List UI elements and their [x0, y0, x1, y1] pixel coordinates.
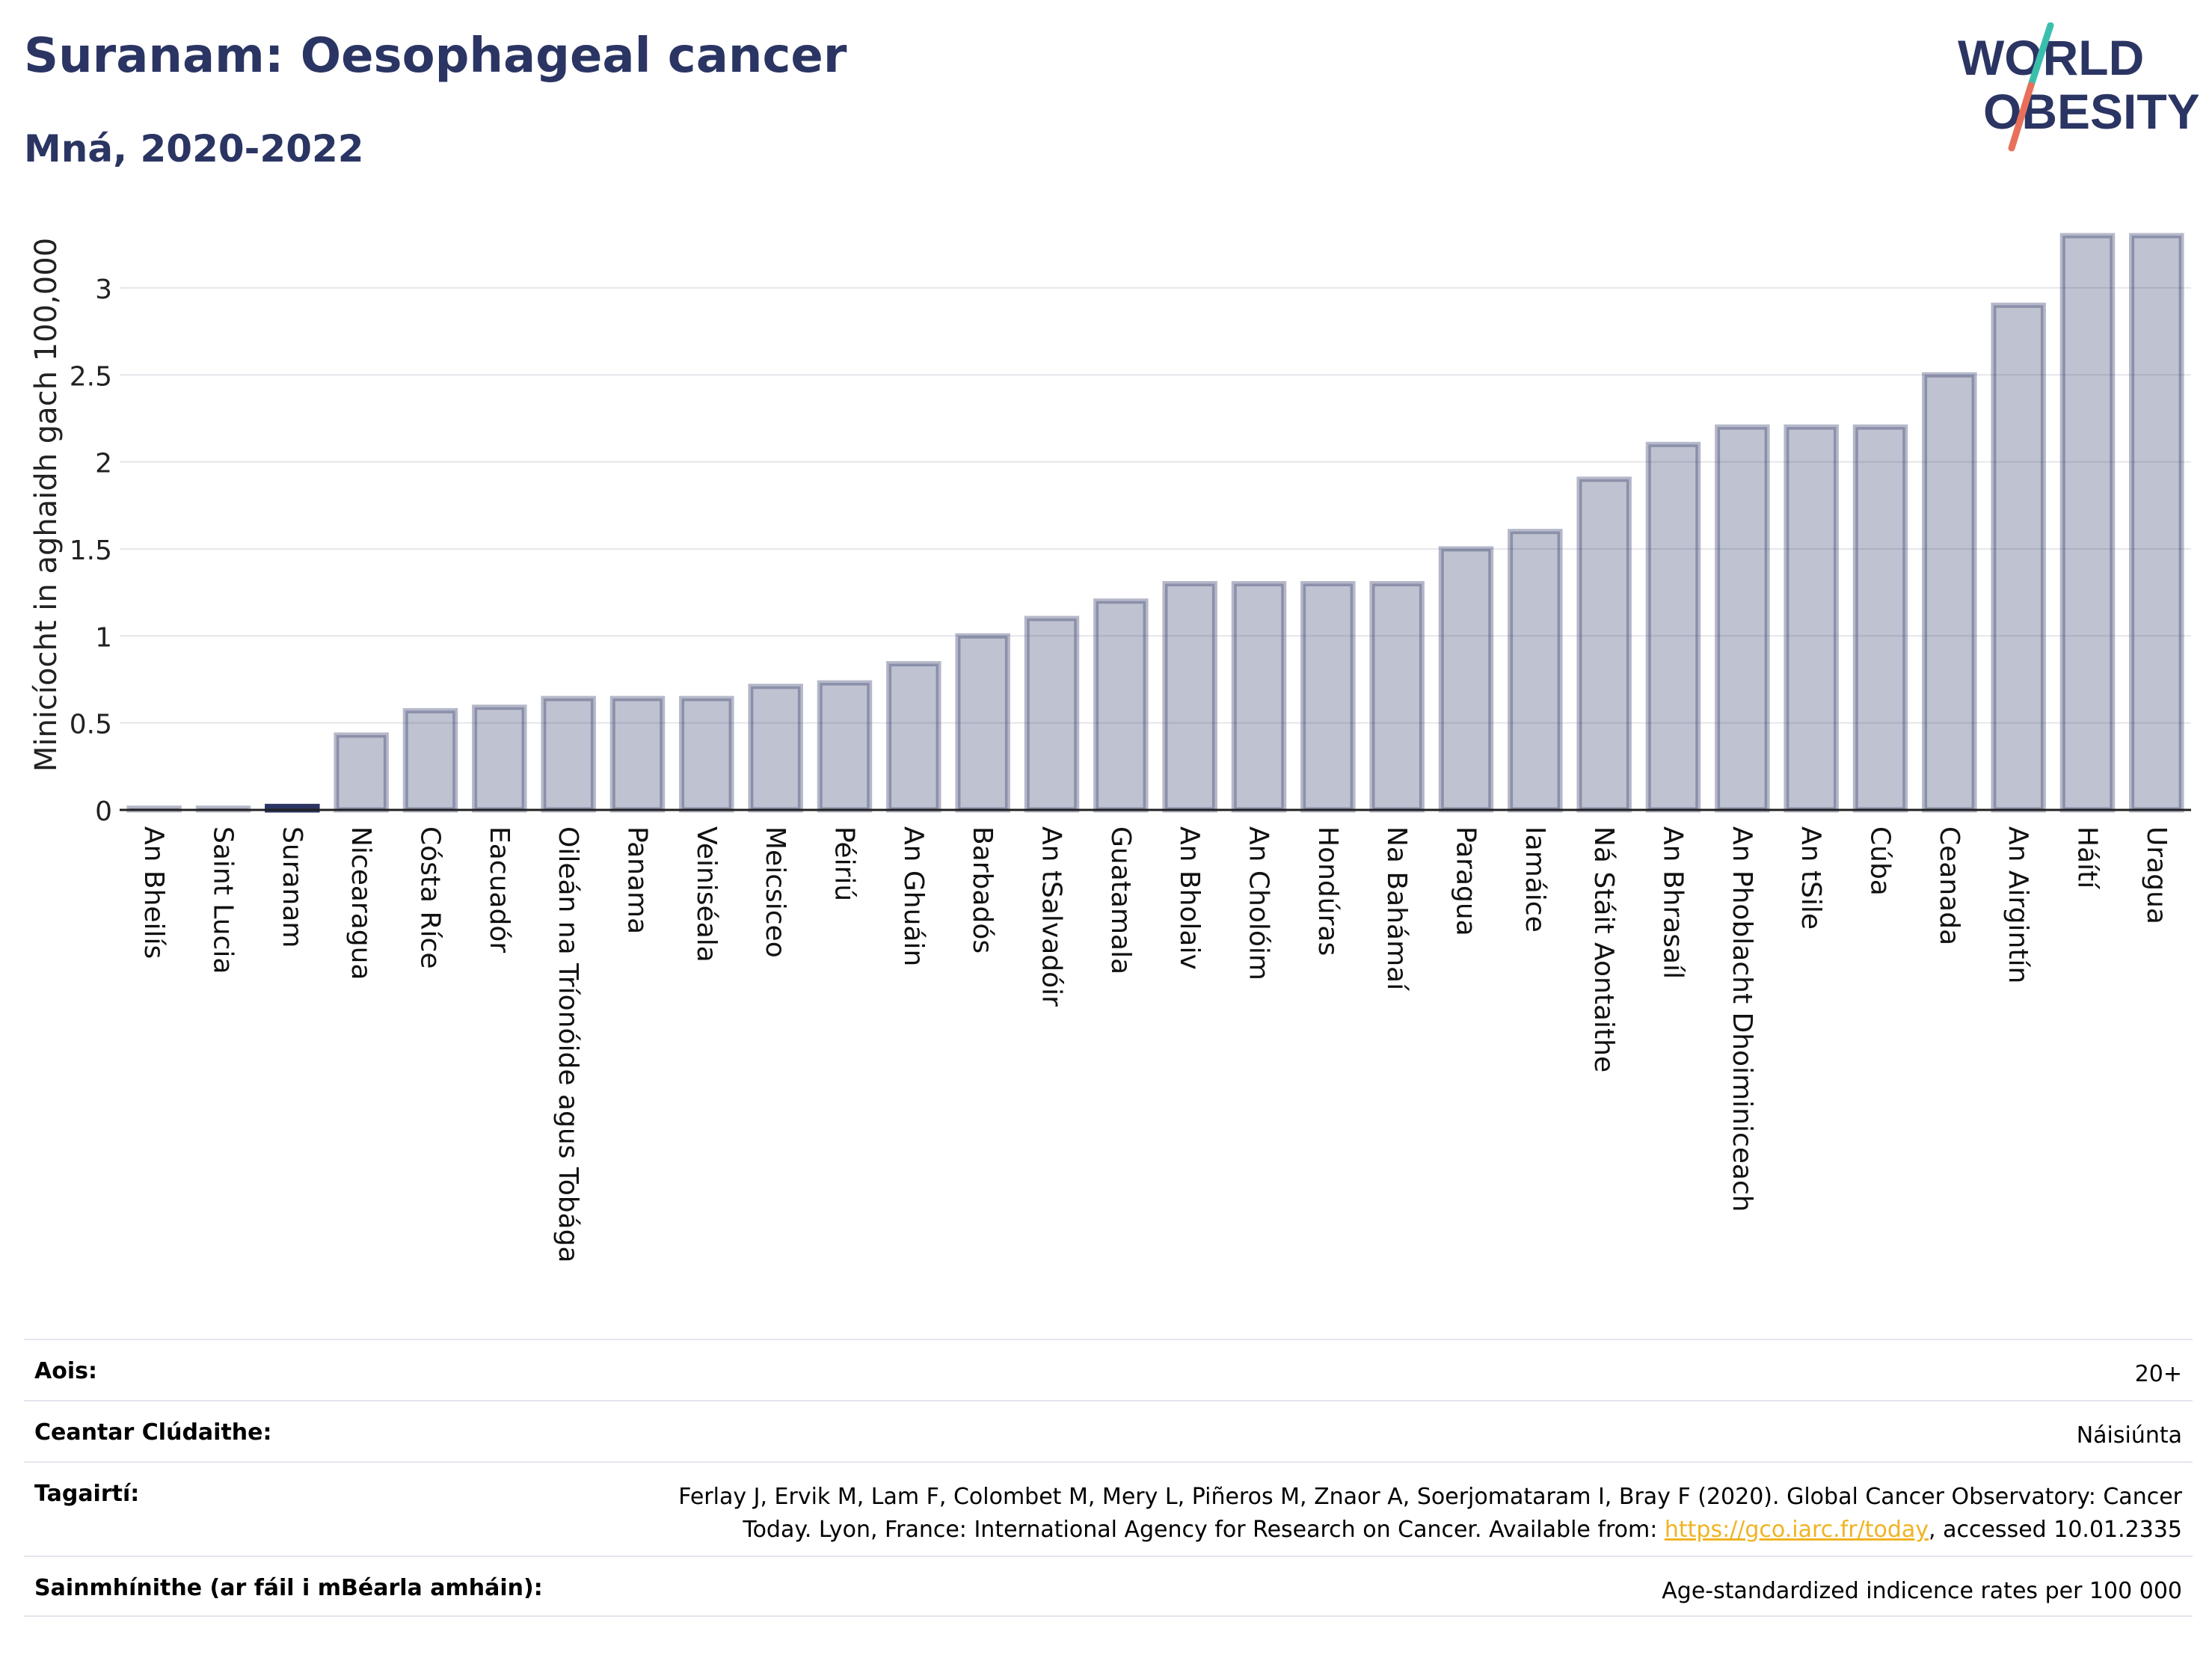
- bar: [955, 633, 1010, 813]
- x-tick-label: An Bhrasaíl: [1658, 826, 1689, 979]
- y-tick-label: 2: [95, 449, 112, 479]
- x-tick-label: Ceanada: [1934, 826, 1964, 945]
- bar: [472, 704, 527, 813]
- x-tick-label: Meicsiceo: [760, 826, 790, 958]
- bar: [1645, 441, 1701, 813]
- x-tick-label: Guatamala: [1105, 826, 1136, 974]
- x-tick-label: Saint Lucia: [208, 826, 239, 974]
- bar: [1093, 598, 1149, 813]
- y-tick-label: 1: [95, 622, 112, 653]
- references-accessed: , accessed 10.01.2335: [1929, 1516, 2182, 1543]
- bar: [1922, 372, 1977, 813]
- x-tick-label: Panama: [622, 826, 653, 934]
- y-tick-label: 1.5: [70, 535, 112, 566]
- bar: [1784, 424, 1839, 813]
- area-label: Ceantar Clúdaithe:: [34, 1419, 272, 1446]
- x-tick-label: Iamáice: [1520, 826, 1550, 933]
- x-tick-label: Hondúras: [1312, 826, 1343, 956]
- area-value: Náisiúnta: [2076, 1422, 2182, 1449]
- x-tick-label: Paragua: [1451, 826, 1481, 936]
- bar: [2129, 233, 2184, 813]
- x-tick-label: An tSalvadóir: [1036, 826, 1067, 1007]
- x-tick-label: An Cholóim: [1244, 826, 1274, 980]
- x-tick-label: Cúba: [1865, 826, 1896, 896]
- references-link[interactable]: https://gco.iarc.fr/today: [1664, 1516, 1929, 1543]
- logo-slash-top: [2027, 22, 2054, 89]
- y-tick-label: 3: [95, 274, 112, 305]
- chart-title: Suranam: Oesophageal cancer: [24, 28, 847, 84]
- bar: [1369, 580, 1425, 813]
- bar: [334, 732, 389, 813]
- bar: [886, 661, 941, 813]
- references-text: Ferlay J, Ervik M, Lam F, Colombet M, Me…: [678, 1484, 2182, 1543]
- x-tick-label: Barbadós: [967, 826, 998, 954]
- bar-chart: 0 0.5 1 1.5 2 2.5 3 An Bheilís Saint Lucia Surana…: [70, 233, 2191, 1263]
- info-table: Aois: 20+ Ceantar Clúdaithe: Náisiúnta T…: [24, 1339, 2193, 1617]
- x-tick-label: Oileán na Tríonóide agus Tobága: [553, 826, 583, 1263]
- bar: [2059, 233, 2116, 813]
- bar: [402, 707, 458, 813]
- x-tick-label: Nicearagua: [345, 826, 376, 980]
- x-tick-label: Cósta Ríce: [415, 826, 446, 969]
- info-row-references: Tagairtí: Ferlay J, Ervik M, Lam F, Colo…: [24, 1461, 2193, 1556]
- age-label: Aois:: [34, 1358, 97, 1384]
- bar: [1300, 580, 1356, 813]
- chart-subtitle: Mná, 2020-2022: [24, 127, 364, 171]
- x-tick-label: Suranam: [277, 826, 307, 948]
- y-tick-label: 0.5: [70, 710, 112, 740]
- references-value: Ferlay J, Ervik M, Lam F, Colombet M, Me…: [612, 1481, 2182, 1546]
- x-tick-label: Uragua: [2141, 826, 2172, 924]
- bar: [1162, 580, 1217, 813]
- bar: [609, 696, 666, 813]
- x-tick-label: An Airgintín: [2003, 826, 2033, 983]
- x-tick-label: An Bheilís: [138, 826, 169, 959]
- info-row-definitions: Sainmhínithe (ar fáil i mBéarla amháin):…: [24, 1556, 2193, 1617]
- y-tick-label: 0: [95, 796, 112, 827]
- bar: [1715, 424, 1770, 813]
- bar: [817, 680, 873, 813]
- age-value: 20+: [2134, 1361, 2182, 1387]
- x-tick-label: An tSile: [1795, 826, 1826, 930]
- bar: [1231, 580, 1287, 813]
- info-row-area: Ceantar Clúdaithe: Náisiúnta: [24, 1400, 2193, 1461]
- x-tick-label: Háítí: [2072, 826, 2103, 889]
- x-tick-label: Péiriú: [829, 826, 860, 901]
- x-tick-label: An Ghuáin: [898, 826, 929, 966]
- bar: [1991, 302, 2046, 813]
- info-row-age: Aois: 20+: [24, 1339, 2193, 1400]
- bar: [679, 696, 734, 813]
- x-tick-label: An Phoblacht Dhoiminiceach: [1727, 826, 1757, 1212]
- x-tick-label: An Bholaiv: [1174, 826, 1205, 970]
- bar: [1576, 476, 1632, 813]
- bar: [1438, 546, 1494, 813]
- world-obesity-logo: WORLD OBESITY: [1958, 22, 2199, 152]
- bar: [541, 696, 596, 813]
- x-tick-label: Ná Stáit Aontaithe: [1588, 826, 1619, 1072]
- bar: [1024, 615, 1080, 813]
- bar: [1508, 529, 1563, 813]
- logo-word-world: WORLD: [1958, 30, 2144, 85]
- x-tick-label: Veiniséala: [691, 826, 722, 962]
- x-tick-label: Eacuadór: [484, 826, 514, 953]
- definitions-label: Sainmhínithe (ar fáil i mBéarla amháin):: [34, 1575, 543, 1601]
- definitions-value: Age-standardized indicence rates per 100…: [1662, 1578, 2182, 1604]
- references-label: Tagairtí:: [34, 1481, 140, 1507]
- logo-slash-bottom: [2008, 82, 2035, 152]
- bar: [748, 684, 803, 813]
- x-tick-label: Na Bahámaí: [1381, 826, 1412, 991]
- y-tick-label: 2.5: [70, 361, 112, 392]
- bar: [1852, 424, 1908, 813]
